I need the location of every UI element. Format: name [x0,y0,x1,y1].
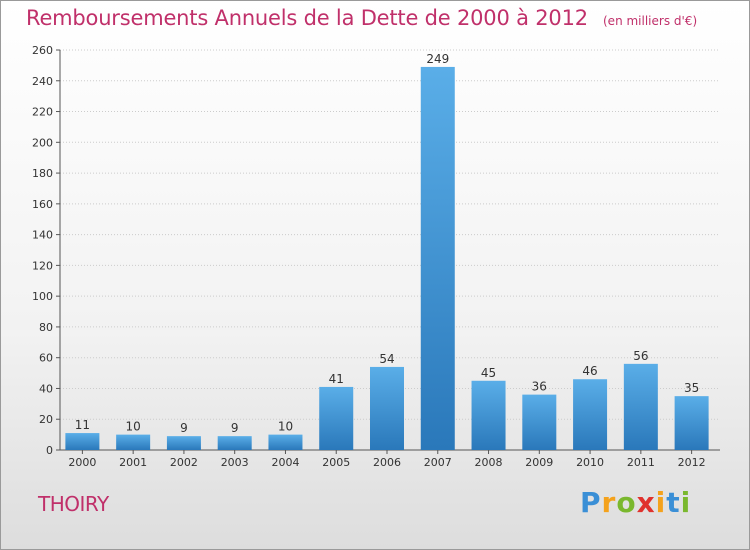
y-tick-label: 200 [32,136,53,149]
y-tick-label: 240 [32,75,53,88]
data-label: 45 [481,366,496,380]
y-tick-label: 20 [39,413,53,426]
x-tick-label: 2008 [475,456,503,469]
bar [268,434,303,450]
y-tick-label: 120 [32,259,53,272]
bar [573,379,608,450]
bar [420,66,455,450]
x-tick-label: 2003 [221,456,249,469]
logo-letter: i [680,486,692,519]
y-tick-label: 140 [32,229,53,242]
x-tick-label: 2010 [576,456,604,469]
data-label: 54 [379,352,394,366]
data-label: 10 [278,420,293,434]
data-label: 249 [426,52,449,66]
bar [623,363,658,450]
y-tick-label: 100 [32,290,53,303]
data-label: 56 [633,349,648,363]
data-label: 36 [532,380,547,394]
bar [674,396,709,450]
x-tick-label: 2000 [68,456,96,469]
x-tick-label: 2007 [424,456,452,469]
y-tick-label: 180 [32,167,53,180]
logo-letter: x [636,486,656,519]
x-tick-label: 2004 [271,456,299,469]
y-tick-label: 80 [39,321,53,334]
title-row: Remboursements Annuels de la Dette de 20… [26,6,697,30]
data-label: 41 [329,372,344,386]
y-tick-label: 220 [32,106,53,119]
bar [65,433,100,450]
data-label: 46 [582,364,597,378]
y-tick-label: 40 [39,382,53,395]
logo-letter: o [616,486,637,519]
proxiti-logo: Proxiti [580,486,691,519]
x-tick-label: 2009 [525,456,553,469]
x-tick-label: 2011 [627,456,655,469]
x-tick-label: 2002 [170,456,198,469]
data-label: 9 [180,421,188,435]
logo-letter: i [655,486,667,519]
chart-title: Remboursements Annuels de la Dette de 20… [26,6,588,30]
bar [370,366,404,450]
x-tick-label: 2001 [119,456,147,469]
logo-letter: t [666,486,681,519]
bar [471,380,506,450]
data-label: 10 [126,420,141,434]
y-tick-label: 60 [39,352,53,365]
chart-subtitle: (en milliers d'€) [603,14,698,28]
commune-name: THOIRY [38,492,109,516]
y-tick-label: 260 [32,44,53,57]
logo-letter: r [601,486,617,519]
bar [116,434,151,450]
x-tick-label: 2012 [678,456,706,469]
bar [217,436,252,450]
logo-letter: P [580,486,602,519]
x-tick-label: 2005 [322,456,350,469]
data-label: 9 [231,421,239,435]
bar [166,436,201,450]
bar [319,386,354,450]
x-tick-label: 2006 [373,456,401,469]
bar [522,394,557,450]
data-label: 35 [684,381,699,395]
data-label: 11 [75,418,90,432]
y-tick-label: 160 [32,198,53,211]
y-tick-label: 0 [46,444,53,457]
